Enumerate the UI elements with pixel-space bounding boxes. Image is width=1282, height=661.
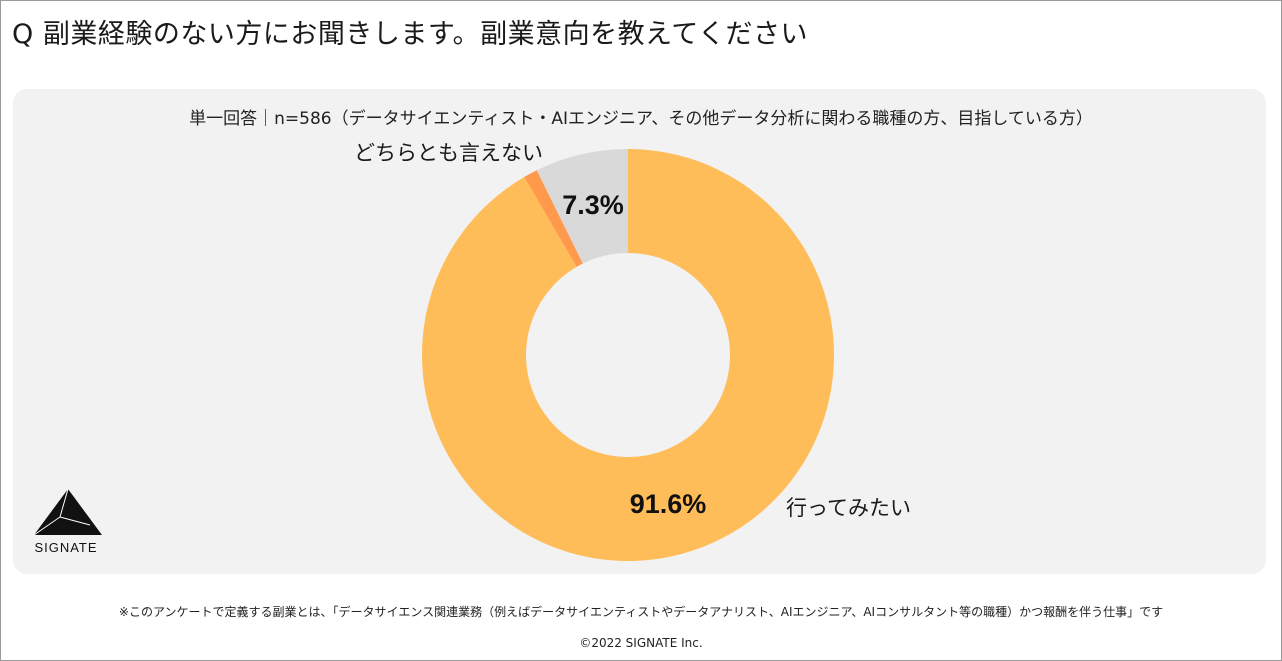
signate-logo-text: SIGNATE: [34, 540, 98, 555]
signate-logo-icon: [33, 488, 102, 536]
copyright: ©2022 SIGNATE Inc.: [579, 636, 703, 650]
question-title: Q 副業経験のない方にお聞きします。副業意向を教えてください: [12, 19, 808, 50]
donut-slice-2: [536, 149, 628, 264]
pct-label-main: 91.6%: [630, 489, 707, 519]
category-label-neutral: どちらとも言えない: [354, 141, 543, 165]
footnote: ※このアンケートで定義する副業とは、「データサイエンス関連業務（例えばデータサイ…: [118, 605, 1164, 619]
pct-label-neutral: 7.3%: [562, 190, 624, 220]
donut-slice-0: [421, 149, 834, 562]
donut-slice-1: [524, 170, 583, 267]
category-label-main: 行ってみたい: [786, 496, 911, 520]
chart-subtitle: 単一回答｜n=586（データサイエンティスト・AIエンジニア、その他データ分析に…: [189, 109, 1093, 129]
